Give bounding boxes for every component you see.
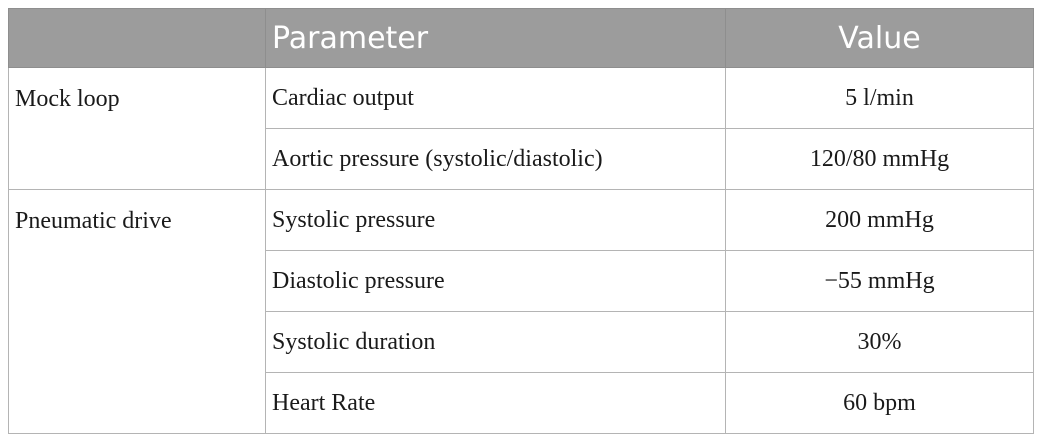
parameter-cell: Heart Rate — [265, 372, 726, 434]
parameter-table: Parameter Value Mock loop Cardiac output 5… — [8, 8, 1034, 434]
table-row: Pneumatic drive Systolic pressure 200 mmHg — [8, 189, 1034, 434]
table-row: Aortic pressure (systolic/diastolic) 120/… — [9, 128, 1034, 190]
header-cell: Value — [725, 8, 1034, 68]
parameter-cell: Cardiac output — [265, 67, 726, 129]
value-cell: −55 mmHg — [725, 250, 1034, 312]
table-body: Mock loop Cardiac output 5 l/min Aortic pre… — [8, 67, 1034, 434]
parameter-cell: Systolic duration — [265, 311, 726, 373]
table-row: Mock loop Cardiac output 5 l/min — [8, 67, 1034, 190]
header-row: Parameter Value — [8, 8, 1034, 68]
parameter-cell: Aortic pressure (systolic/diastolic) — [265, 128, 726, 190]
value-cell: 120/80 mmHg — [725, 128, 1034, 190]
value-cell: 60 bpm — [725, 372, 1034, 434]
table-row: Heart Rate 60 bpm — [9, 372, 1034, 434]
table-header: Parameter Value — [8, 8, 1034, 68]
header-cell: Parameter — [265, 8, 726, 68]
group-label: Pneumatic drive — [8, 189, 266, 434]
value-cell: 200 mmHg — [725, 189, 1034, 251]
header-empty-cell — [8, 8, 266, 68]
parameter-cell: Systolic pressure — [265, 189, 726, 251]
group-label: Mock loop — [8, 67, 266, 190]
value-cell: 5 l/min — [725, 67, 1034, 129]
parameter-cell: Diastolic pressure — [265, 250, 726, 312]
value-cell: 30% — [725, 311, 1034, 373]
